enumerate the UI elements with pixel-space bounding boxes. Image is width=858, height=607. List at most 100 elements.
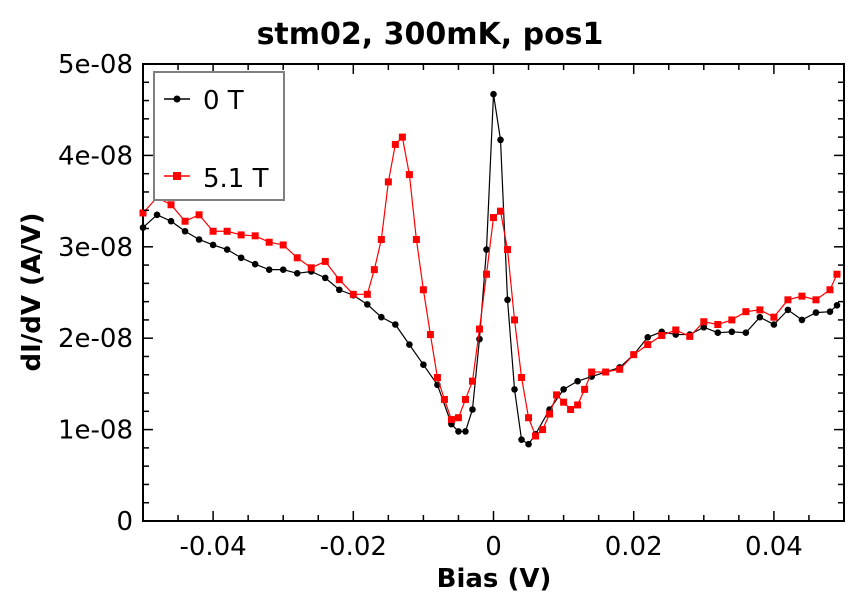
data-point: [468, 377, 476, 385]
y-tick-label: 1e-08: [58, 416, 133, 446]
data-point: [153, 211, 161, 219]
data-point: [616, 365, 624, 373]
data-point: [826, 286, 834, 294]
data-point: [490, 90, 497, 98]
legend-label-0T: 0 T: [203, 86, 244, 116]
data-point: [539, 426, 547, 434]
data-point: [483, 246, 490, 253]
data-point: [195, 236, 203, 243]
data-point: [574, 401, 582, 409]
data-point: [426, 331, 434, 339]
data-point: [167, 201, 175, 209]
data-point: [265, 238, 273, 246]
data-point: [560, 398, 568, 406]
data-point: [798, 316, 806, 324]
data-point: [237, 231, 245, 239]
data-point: [391, 140, 399, 148]
data-point: [644, 341, 652, 349]
data-point: [658, 331, 666, 339]
data-point: [433, 374, 441, 382]
data-point: [406, 341, 413, 348]
data-point: [482, 270, 490, 278]
legend-marker-0T: [173, 95, 181, 103]
data-point: [742, 329, 750, 337]
data-point: [181, 217, 189, 225]
legend: 0 T 5.1 T: [153, 71, 285, 201]
data-point: [714, 329, 722, 337]
data-point: [532, 432, 540, 440]
y-tick-label: 3e-08: [58, 233, 133, 263]
data-point: [686, 332, 694, 340]
data-point: [447, 416, 455, 424]
data-point: [504, 296, 511, 304]
data-point: [398, 133, 406, 141]
data-point: [462, 428, 469, 435]
data-point: [251, 232, 259, 240]
data-point: [714, 320, 722, 328]
data-point: [511, 316, 519, 324]
data-point: [392, 321, 399, 328]
data-point: [364, 301, 371, 308]
data-point: [770, 321, 778, 328]
data-point: [139, 209, 147, 217]
data-point: [279, 266, 287, 273]
data-point: [363, 290, 371, 298]
data-point: [307, 264, 315, 272]
data-point: [511, 386, 518, 393]
data-point: [139, 224, 147, 231]
data-point: [567, 405, 575, 413]
data-point: [321, 274, 329, 282]
data-point: [279, 241, 287, 249]
data-point: [728, 328, 736, 336]
legend-label-5.1T: 5.1 T: [203, 164, 269, 194]
data-point: [497, 207, 505, 215]
data-point: [335, 286, 343, 294]
data-point: [223, 227, 231, 235]
data-point: [378, 313, 385, 321]
data-point: [518, 436, 525, 443]
data-point: [644, 333, 652, 341]
data-point: [209, 227, 217, 235]
data-point: [440, 395, 448, 403]
data-point: [490, 214, 497, 222]
y-axis: 0 1e-08 2e-08 3e-08 4e-08 5e-08: [58, 50, 844, 537]
data-point: [251, 260, 259, 268]
y-tick-label: 4e-08: [58, 141, 133, 171]
data-point: [321, 257, 329, 265]
data-point: [812, 296, 820, 304]
x-tick-label: 0.04: [745, 532, 803, 562]
data-point: [833, 301, 841, 309]
data-point: [420, 361, 427, 369]
data-point: [469, 406, 476, 413]
data-point: [784, 296, 792, 304]
data-point: [476, 335, 483, 343]
data-point: [209, 241, 217, 249]
data-point: [553, 391, 561, 399]
data-point: [384, 178, 392, 186]
data-point: [525, 440, 532, 448]
data-point: [504, 246, 512, 254]
data-point: [377, 235, 385, 243]
data-point: [602, 368, 610, 376]
data-point: [672, 326, 680, 334]
data-point: [833, 270, 841, 278]
data-point: [560, 386, 567, 393]
data-point: [370, 266, 378, 274]
data-point: [419, 286, 427, 294]
data-point: [700, 323, 708, 331]
x-tick-label: 0: [485, 532, 502, 562]
data-point: [525, 414, 533, 422]
x-axis: -0.04 -0.02 0 0.02 0.04: [142, 64, 845, 562]
data-point: [293, 270, 301, 277]
data-point: [293, 254, 301, 262]
data-point: [770, 313, 778, 321]
x-tick-label: -0.04: [179, 532, 246, 562]
y-tick-label: 2e-08: [58, 324, 133, 354]
data-point: [405, 171, 413, 179]
data-point: [349, 290, 357, 298]
data-point: [742, 308, 750, 316]
data-point: [546, 410, 554, 418]
data-point: [475, 325, 483, 333]
x-axis-label: Bias (V): [437, 564, 552, 594]
data-point: [412, 235, 420, 243]
